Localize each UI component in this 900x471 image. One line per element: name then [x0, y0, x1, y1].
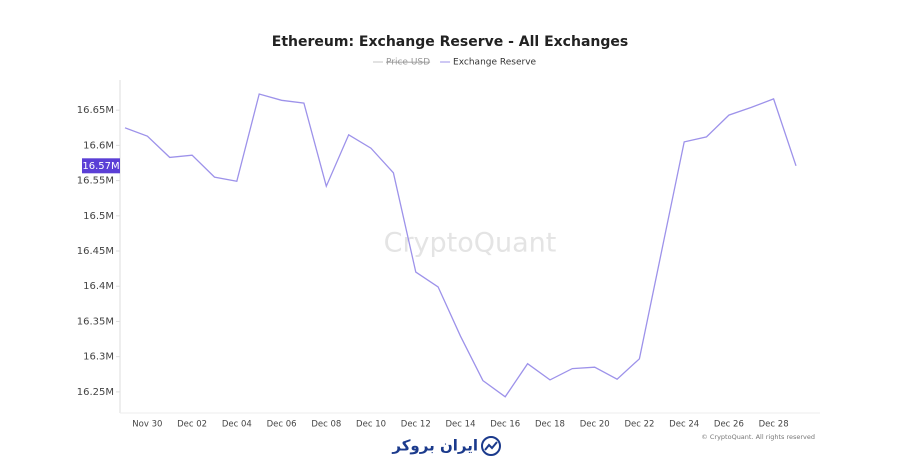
x-tick-label: Dec 26: [714, 420, 744, 430]
x-tick-label: Dec 16: [490, 420, 520, 430]
y-tick-label: 16.45M: [77, 246, 114, 257]
x-tick-label: Dec 12: [401, 420, 431, 430]
data-line: [124, 93, 797, 398]
x-tick-label: Dec 24: [669, 420, 699, 430]
x-tick-label: Dec 18: [535, 420, 565, 430]
legend-item: Price USD: [373, 58, 430, 68]
y-tick-label: 16.3M: [83, 352, 114, 363]
logo-arrow: [484, 441, 498, 451]
y-tick-label: 16.25M: [77, 387, 114, 398]
current-value-badge: [82, 158, 120, 174]
brand-logo: ایران بروکر: [391, 436, 501, 456]
x-tick-label: Dec 04: [222, 420, 252, 430]
brand-text: ایران بروکر: [391, 437, 478, 455]
legend-item: Exchange Reserve: [440, 58, 537, 68]
chart-title: Ethereum: Exchange Reserve - All Exchang…: [272, 34, 628, 50]
x-tick-label: Dec 28: [759, 420, 789, 430]
current-value-label: 16.57M: [82, 161, 119, 172]
x-tick-label: Dec 06: [267, 420, 297, 430]
x-tick-label: Dec 22: [624, 420, 654, 430]
x-tick-label: Nov 30: [132, 420, 162, 430]
y-tick-label: 16.65M: [77, 105, 114, 116]
y-tick-label: 16.35M: [77, 316, 114, 327]
legend-label: Price USD: [386, 58, 430, 68]
y-tick-label: 16.4M: [83, 281, 114, 292]
x-tick-label: Dec 08: [311, 420, 341, 430]
x-tick-label: Dec 10: [356, 420, 386, 430]
x-tick-label: Dec 02: [177, 420, 207, 430]
logo-icon: [481, 436, 501, 456]
y-tick-label: 16.6M: [83, 140, 114, 151]
watermark: CryptoQuant: [384, 228, 557, 259]
legend-label: Exchange Reserve: [453, 58, 536, 68]
y-tick-label: 16.55M: [77, 176, 114, 187]
y-tick-label: 16.5M: [83, 211, 114, 222]
x-tick-label: Dec 14: [446, 420, 476, 430]
copyright: © CryptoQuant. All rights reserved: [701, 433, 815, 441]
x-tick-label: Dec 20: [580, 420, 610, 430]
